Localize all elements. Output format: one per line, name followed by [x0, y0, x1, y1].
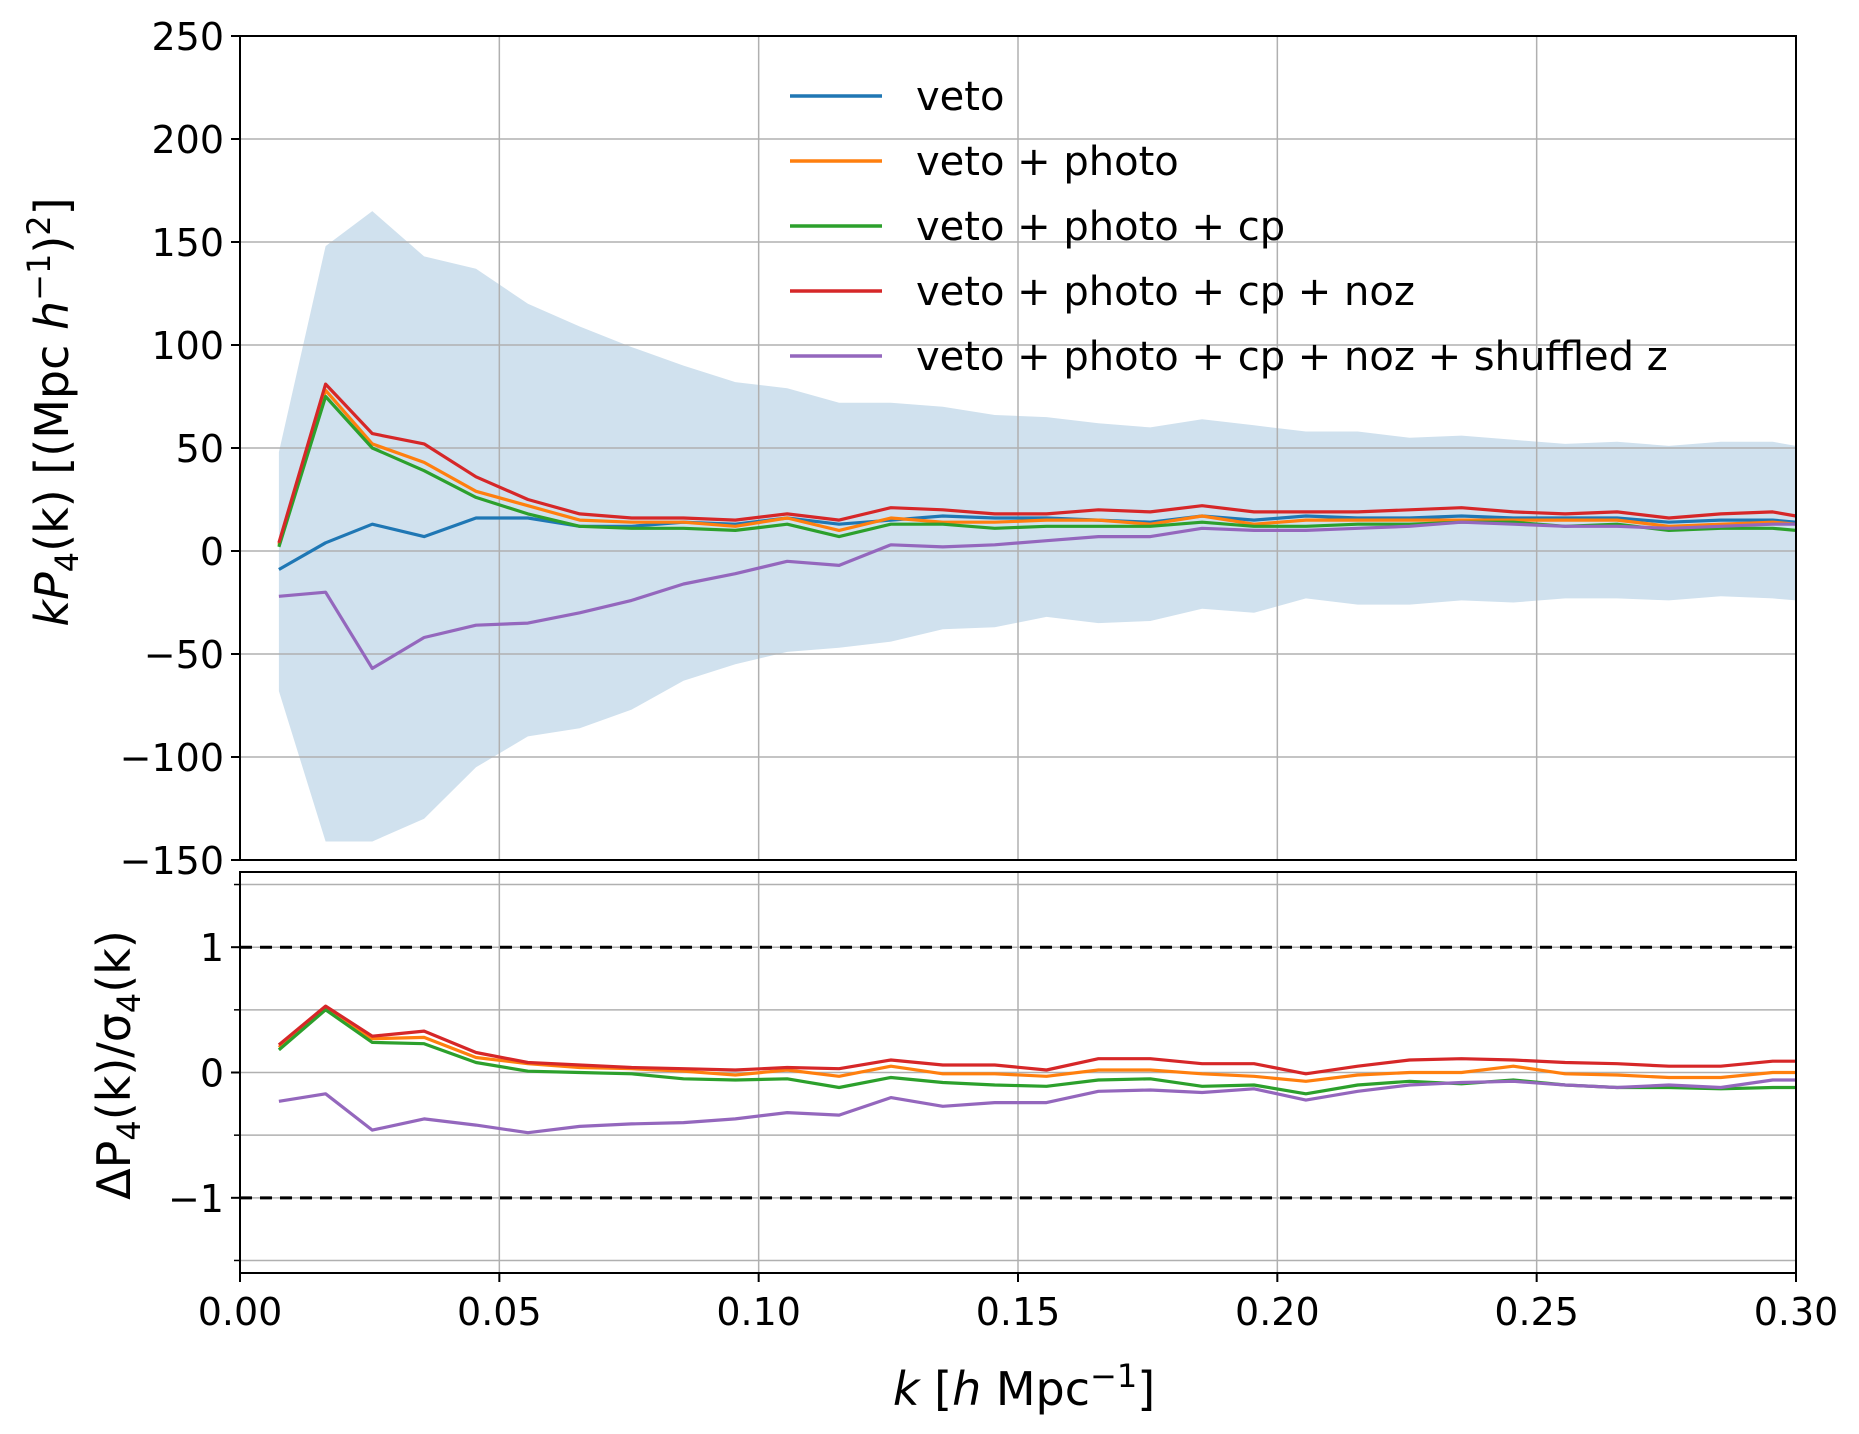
top-y-axis-label: kP4(k) [(Mpc h−1)2]	[20, 197, 86, 626]
top-y-tick-label-2: 150	[151, 221, 224, 265]
top-y-tick-label-7: −100	[120, 736, 224, 780]
bottom-series-line-2	[277, 1004, 1796, 1076]
top-y-tick-label-0: 250	[151, 15, 224, 59]
x-tick-label-1: 0.05	[457, 1290, 542, 1334]
top-y-tick-label-4: 50	[176, 427, 224, 471]
top-y-tick-label-1: 200	[151, 118, 224, 162]
top-series-line-0	[278, 514, 1797, 571]
x-tick-label-6: 0.30	[1754, 1290, 1839, 1334]
legend-label-2: veto + photo + cp	[916, 204, 1285, 250]
bottom-panel-lines	[277, 1004, 1796, 1135]
top-y-tick-label-3: 100	[151, 324, 224, 368]
legend-label-4: veto + photo + cp + noz + shuffled z	[916, 334, 1668, 380]
top-y-tick-label-6: −50	[144, 633, 224, 677]
bottom-y-tick-label-1: 0	[200, 1052, 224, 1096]
bottom-series-line-1	[277, 1008, 1796, 1096]
legend-label-3: veto + photo + cp + noz	[916, 269, 1415, 315]
x-tick-label-0: 0.00	[198, 1290, 283, 1334]
bottom-y-tick-label-0: 1	[200, 926, 224, 970]
x-tick-label-2: 0.10	[716, 1290, 801, 1334]
top-series-line-1	[277, 388, 1797, 546]
axis-ticks: 250 200 150 100 50 0 −50 −100 −150 1 0 −1 0.00 0.05 0.…	[120, 15, 1839, 1334]
x-tick-label-4: 0.20	[1235, 1290, 1320, 1334]
x-axis-label: k [h Mpc−1]	[893, 1357, 1155, 1416]
legend-label-0: veto	[916, 74, 1004, 120]
top-y-tick-label-8: −150	[120, 839, 224, 883]
bottom-y-tick-label-2: −1	[168, 1177, 224, 1221]
legend: veto veto + photo veto + photo + cp veto + …	[790, 74, 1668, 380]
bottom-series-line-3	[278, 1078, 1796, 1135]
top-series-line-4	[278, 520, 1796, 671]
bottom-y-axis-label: ΔP4(k)/σ4(k)	[87, 930, 148, 1200]
top-series-line-3	[277, 382, 1797, 544]
top-y-tick-label-5: 0	[200, 530, 224, 574]
legend-label-1: veto + photo	[916, 139, 1179, 185]
x-tick-label-3: 0.15	[976, 1290, 1061, 1334]
x-tick-label-5: 0.25	[1494, 1290, 1579, 1334]
top-panel-lines	[277, 382, 1797, 671]
